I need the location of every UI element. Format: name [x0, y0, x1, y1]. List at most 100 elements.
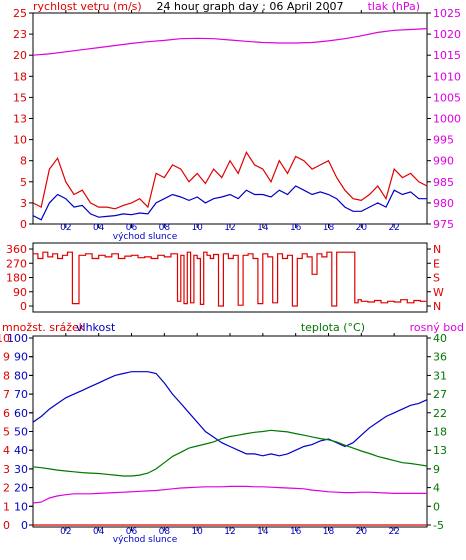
wind-speed-tick-label: 18 — [13, 70, 27, 83]
wind-pressure-lines — [32, 28, 428, 221]
rain-tick-label: 10 — [0, 332, 10, 345]
series-direction-line — [33, 251, 428, 307]
pressure-ticks: 975 980 985 990 995 1000 1005 1010 1015 1020 1025 — [427, 7, 461, 231]
hour-tick-label: 12 — [224, 223, 235, 233]
hour-tick-label: 04 — [93, 527, 105, 537]
hour-tick-label: 10 — [191, 527, 203, 537]
sunrise-label-top: východ slunce — [113, 232, 178, 242]
wind-speed-tick-label: 10 — [13, 134, 27, 147]
wind-speed-axis-label: rychlost vetru (m/s) — [33, 0, 142, 13]
hour-tick-label: 18 — [323, 527, 335, 537]
direction-compass-tick-label: E — [433, 257, 440, 270]
direction-degree-tick-label: 180 — [6, 272, 27, 285]
pressure-tick-label: 980 — [433, 197, 454, 210]
humidity-axis-label: vlhkost — [76, 321, 116, 334]
pressure-tick-label: 1005 — [433, 91, 461, 104]
hour-tick-label: 22 — [388, 527, 399, 537]
direction-degree-tick-label: 360 — [6, 243, 27, 256]
wind-speed-tick-label: 0 — [20, 218, 27, 231]
pressure-tick-label: 1000 — [433, 113, 461, 126]
pressure-tick-label: 985 — [433, 176, 454, 189]
humidity-rain-ticks: 0102030405060708090100012345678910 — [0, 332, 33, 532]
hour-tick-label: 16 — [290, 527, 302, 537]
direction-degree-tick-label: 270 — [6, 257, 27, 270]
hour-ticks-top: 02 04 06 08 10 12 14 16 18 20 22 — [60, 10, 400, 233]
pressure-tick-label: 995 — [433, 134, 454, 147]
temperature-axis-label: teplota (°C) — [301, 321, 365, 334]
temperature-tick-label: 22 — [433, 407, 447, 420]
rain-tick-label: 0 — [3, 519, 10, 532]
wind-speed-tick-label: 15 — [13, 91, 27, 104]
humidity-temperature-lines — [32, 371, 428, 526]
humidity-tick-label: 90 — [14, 351, 28, 364]
rain-tick-label: 1 — [3, 500, 10, 513]
hour-tick-label: 02 — [60, 527, 71, 537]
pressure-tick-label: 1015 — [433, 49, 461, 62]
plot-frame-wind — [32, 12, 428, 225]
wind-speed-tick-label: 25 — [13, 7, 27, 20]
rain-tick-label: 7 — [3, 388, 10, 401]
temperature-tick-label: 0 — [433, 500, 440, 513]
direction-line — [33, 251, 428, 307]
rain-tick-label: 8 — [3, 369, 10, 382]
pressure-axis-label: tlak (hPa) — [368, 0, 420, 13]
series-temperature-line — [32, 429, 428, 477]
dewpoint-axis-label: rosný bod — [410, 321, 464, 334]
humidity-tick-label: 0 — [21, 519, 28, 532]
direction-compass-tick-label: W — [433, 286, 444, 299]
temperature-tick-label: 36 — [433, 351, 447, 364]
hour-ticks-bottom: 02 04 06 08 10 12 14 16 18 20 22 — [60, 333, 400, 537]
rain-tick-label: 9 — [3, 351, 10, 364]
humidity-tick-label: 40 — [14, 444, 28, 457]
temperature-tick-label: 27 — [433, 388, 447, 401]
hour-tick-label: 20 — [356, 223, 368, 233]
hour-tick-label: 06 — [126, 527, 138, 537]
series-pressure-line — [32, 28, 428, 56]
hour-tick-label: 08 — [159, 223, 171, 233]
hour-tick-label: 14 — [257, 527, 269, 537]
hour-tick-label: 20 — [356, 527, 368, 537]
wind-speed-tick-label: 8 — [20, 155, 27, 168]
hour-tick-label: 10 — [191, 223, 203, 233]
rain-tick-label: 5 — [3, 426, 10, 439]
hour-tick-label: 04 — [93, 223, 105, 233]
rain-axis-label: množst. srážek — [2, 321, 86, 334]
pressure-tick-label: 1025 — [433, 7, 461, 20]
wind-speed-tick-label: 23 — [13, 28, 27, 41]
panel-humidity-temperature: množst. srážek vlhkost teplota (°C) rosn… — [0, 321, 464, 545]
direction-degree-tick-label: 90 — [13, 286, 27, 299]
pressure-tick-label: 1020 — [433, 28, 461, 41]
hour-tick-label: 08 — [159, 527, 171, 537]
humidity-tick-label: 80 — [14, 369, 28, 382]
plot-frame-humidity — [32, 335, 428, 528]
wind-speed-tick-label: 3 — [20, 197, 27, 210]
humidity-tick-label: 10 — [14, 500, 28, 513]
direction-degree-tick-label: 0 — [20, 300, 27, 313]
series-dewpoint-line — [32, 485, 427, 504]
rain-tick-label: 3 — [3, 463, 10, 476]
temperature-tick-label: 31 — [433, 369, 447, 382]
plot-frame-direction — [32, 242, 428, 313]
hour-tick-label: 14 — [257, 223, 269, 233]
pressure-tick-label: 990 — [433, 155, 454, 168]
humidity-tick-label: 100 — [7, 332, 28, 345]
direction-compass-tick-label: S — [433, 272, 440, 285]
temperature-tick-label: 40 — [433, 332, 447, 345]
temperature-tick-label: 4 — [433, 482, 440, 495]
rain-tick-label: 6 — [3, 407, 10, 420]
temperature-ticks: -5 0 4 9 13 18 22 27 31 36 40 — [427, 332, 447, 532]
humidity-tick-label: 20 — [14, 482, 28, 495]
temperature-tick-label: -5 — [433, 519, 444, 532]
hour-tick-label: 22 — [388, 223, 399, 233]
hour-tick-label: 12 — [224, 527, 235, 537]
hour-tick-label: 18 — [323, 223, 335, 233]
series-humidity-line — [32, 371, 428, 457]
series-gust-line — [32, 150, 428, 210]
chart-title: 24 hour graph day : 06 April 2007 — [157, 0, 344, 13]
hour-tick-label: 02 — [60, 223, 71, 233]
wind-speed-tick-label: 5 — [20, 176, 27, 189]
series-speed-line — [32, 185, 427, 221]
